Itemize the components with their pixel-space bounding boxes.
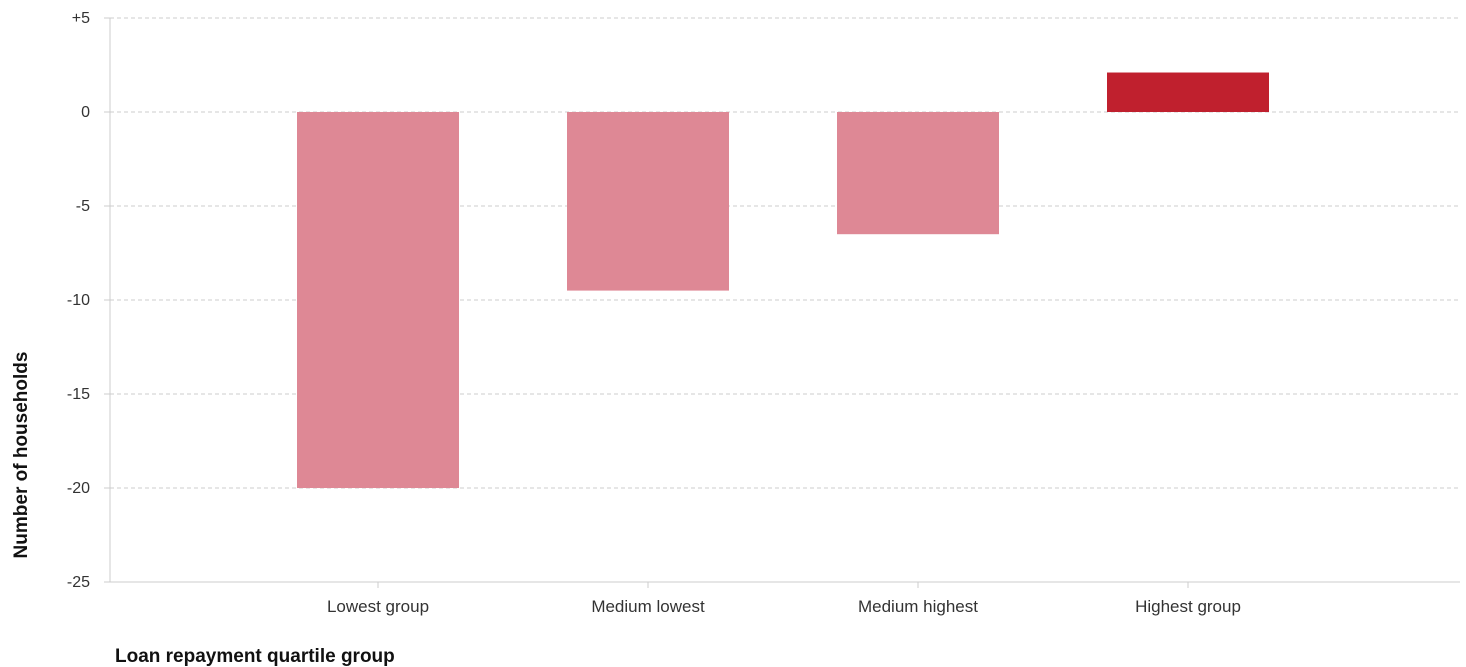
- y-tick-label: 0: [81, 104, 90, 121]
- x-tick-labels: Lowest group Medium lowest Medium highest H…: [327, 597, 1241, 616]
- bar-lowest-group: [297, 112, 459, 488]
- y-tick-label: -5: [76, 198, 90, 215]
- x-tick-label: Medium highest: [858, 597, 978, 616]
- bar-medium-lowest: [567, 112, 729, 291]
- bars: [297, 72, 1269, 488]
- x-tick-label: Highest group: [1135, 597, 1241, 616]
- bar-highest-group: [1107, 72, 1269, 112]
- y-axis-title: Number of households: [11, 352, 32, 559]
- y-tick-labels: +5 0 -5 -10 -15 -20 -25: [67, 10, 90, 591]
- y-tick-label: -20: [67, 480, 90, 497]
- axes: [104, 17, 1460, 588]
- y-tick-label: +5: [72, 10, 90, 27]
- x-tick-label: Medium lowest: [591, 597, 705, 616]
- x-tick-label: Lowest group: [327, 597, 429, 616]
- y-tick-label: -25: [67, 574, 90, 591]
- y-tick-label: -15: [67, 386, 90, 403]
- y-tick-label: -10: [67, 292, 90, 309]
- bar-medium-highest: [837, 112, 999, 235]
- x-axis-title: Loan repayment quartile group: [115, 646, 395, 667]
